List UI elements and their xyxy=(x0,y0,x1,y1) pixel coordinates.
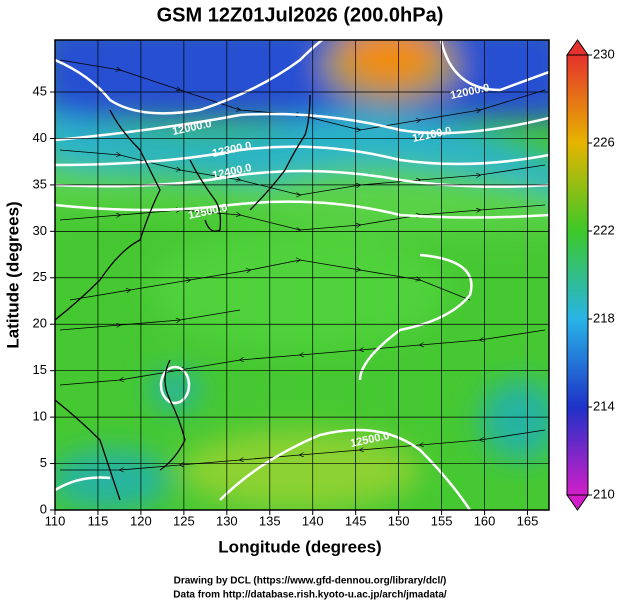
x-tick-label: 150 xyxy=(388,513,410,528)
y-tick-label: 15 xyxy=(33,362,47,377)
x-tick-label: 125 xyxy=(173,513,195,528)
y-tick-label: 20 xyxy=(33,316,47,331)
plot-frame xyxy=(54,39,550,511)
colorbar-tick-label: 222 xyxy=(593,222,615,237)
chart-title: GSM 12Z01Jul2026 (200.0hPa) xyxy=(157,4,444,26)
map-field xyxy=(55,40,549,510)
colorbar-tick-label: 230 xyxy=(593,46,615,61)
x-tick-label: 110 xyxy=(45,513,66,528)
y-tick-label: 35 xyxy=(33,176,47,191)
x-tick-label: 115 xyxy=(88,513,109,528)
x-tick-label: 145 xyxy=(345,513,367,528)
colorbar-tick-label: 226 xyxy=(593,134,615,149)
credit-line: Data from http://database.rish.kyoto-u.a… xyxy=(173,590,447,601)
x-tick-label: 135 xyxy=(259,513,281,528)
x-tick-label: 130 xyxy=(216,513,238,528)
y-tick-label: 5 xyxy=(40,455,47,470)
y-tick-label: 10 xyxy=(33,409,47,424)
colorbar xyxy=(566,54,589,496)
credit-line: Drawing by DCL (https://www.gfd-dennou.o… xyxy=(174,576,447,587)
x-tick-label: 160 xyxy=(474,513,496,528)
colorbar-tick-label: 218 xyxy=(593,310,615,325)
colorbar-extend-top xyxy=(566,39,589,56)
x-tick-label: 155 xyxy=(431,513,453,528)
colorbar-extend-bottom xyxy=(566,494,589,511)
y-axis-label: Latitude (degrees) xyxy=(3,201,22,348)
y-tick-label: 45 xyxy=(33,83,47,98)
colorbar-tick-label: 214 xyxy=(593,398,615,413)
x-tick-label: 165 xyxy=(517,513,539,528)
streamlines xyxy=(59,59,546,470)
x-axis-label: Longitude (degrees) xyxy=(218,537,381,556)
x-tick-label: 140 xyxy=(302,513,324,528)
y-tick-label: 25 xyxy=(33,269,47,284)
coastlines xyxy=(55,94,311,501)
y-tick-label: 40 xyxy=(33,130,47,145)
contours xyxy=(55,40,549,510)
y-tick-label: 0 xyxy=(40,501,47,516)
y-tick-label: 30 xyxy=(33,223,47,238)
colorbar-tick-label: 210 xyxy=(593,486,615,501)
x-tick-label: 120 xyxy=(130,513,152,528)
